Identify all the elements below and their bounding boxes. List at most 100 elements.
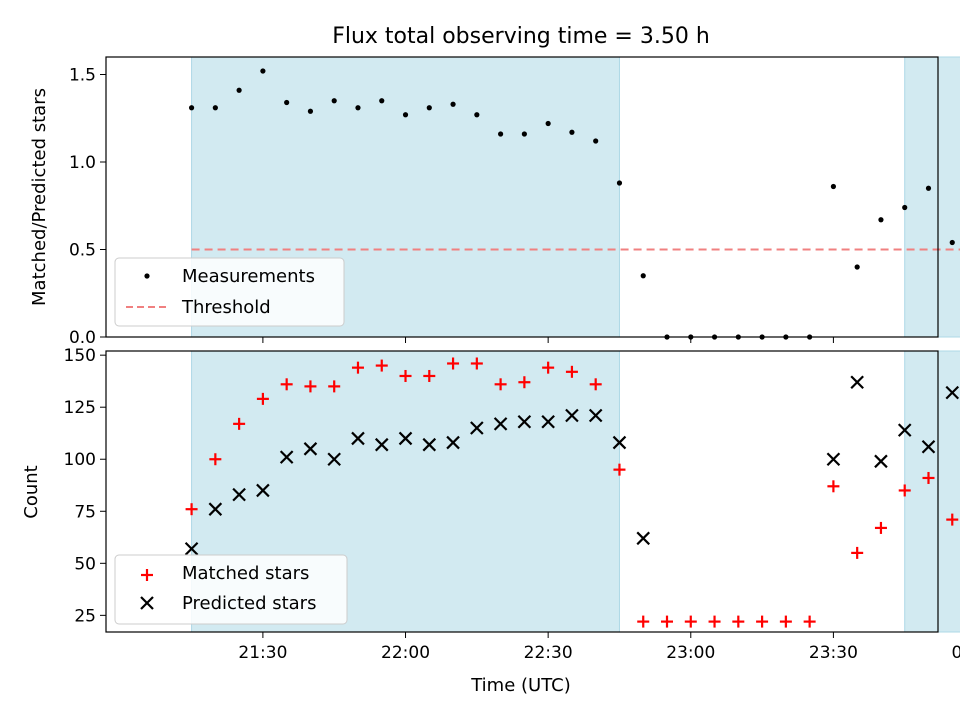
predicted-star-point bbox=[493, 417, 508, 431]
matched-star-point bbox=[756, 615, 769, 628]
measurement-point bbox=[925, 185, 932, 191]
predicted-star-point bbox=[588, 408, 603, 423]
predicted-star-point bbox=[565, 408, 579, 423]
x-tick-label: 00:00 bbox=[952, 643, 960, 663]
predicted-star-point bbox=[897, 423, 912, 437]
bottom-y-tick-label: 150 bbox=[64, 346, 96, 366]
matched-star-point bbox=[637, 615, 650, 628]
measurement-point bbox=[402, 112, 409, 118]
x-axis-label: Time (UTC) bbox=[470, 675, 571, 696]
x-tick-label: 23:00 bbox=[666, 643, 715, 663]
top-shaded-interval bbox=[904, 56, 960, 338]
matched-star-point bbox=[423, 369, 436, 382]
measurement-point bbox=[854, 264, 860, 270]
measurement-point bbox=[284, 99, 290, 106]
top-y-tick-label: 1.0 bbox=[69, 153, 96, 173]
measurement-point bbox=[640, 273, 646, 279]
figure-title: Flux total observing time = 3.50 h bbox=[332, 24, 710, 49]
predicted-star-point bbox=[945, 385, 960, 400]
bottom-x-ticks: 21:3022:0022:3023:0023:3000:0000:3001:00… bbox=[238, 632, 960, 663]
matched-star-point bbox=[708, 615, 721, 628]
predicted-star-point bbox=[208, 502, 223, 516]
matched-star-point bbox=[542, 361, 555, 374]
top-axes-frame bbox=[105, 56, 939, 338]
matched-star-point bbox=[565, 365, 578, 378]
legend-measurements-marker bbox=[144, 273, 150, 279]
bottom-panel: 25 50 75 100 125 150 21:30 22:00 22:30 23:00 23:3… bbox=[21, 346, 960, 696]
predicted-star-point bbox=[422, 437, 437, 452]
measurement-point bbox=[616, 180, 623, 186]
predicted-star-point bbox=[517, 414, 532, 429]
predicted-star-point bbox=[874, 454, 888, 469]
measurement-point bbox=[355, 105, 361, 111]
legend-measurements-label: Measurements bbox=[182, 266, 315, 287]
matched-star-point bbox=[518, 376, 531, 389]
predicted-star-point bbox=[327, 452, 341, 467]
bottom-legend-box bbox=[114, 554, 348, 625]
measurement-point bbox=[830, 183, 837, 190]
legend-matched-marker bbox=[141, 569, 153, 581]
top-y-tick-label: 0.0 bbox=[69, 328, 96, 348]
predicted-star-point bbox=[470, 421, 484, 435]
bottom-y-axis-label: Count bbox=[21, 465, 42, 518]
measurement-point bbox=[236, 87, 242, 93]
matched-star-point bbox=[280, 378, 293, 391]
measurement-point bbox=[569, 129, 575, 135]
predicted-star-point bbox=[303, 442, 318, 456]
x-tick-label: 21:30 bbox=[238, 643, 287, 663]
predicted-star-point bbox=[351, 431, 365, 446]
top-y-tick-label: 1.5 bbox=[69, 66, 96, 86]
matched-star-point bbox=[851, 546, 864, 559]
predicted-star-point bbox=[232, 487, 246, 502]
predicted-star-point bbox=[256, 483, 270, 498]
bottom-y-tick-label: 25 bbox=[74, 606, 96, 626]
x-tick-label: 22:30 bbox=[524, 643, 573, 663]
bottom-legend: Matched stars Predicted stars bbox=[114, 554, 348, 625]
predicted-star-point bbox=[279, 450, 294, 464]
predicted-star-point bbox=[826, 452, 841, 467]
top-y-ticks: 0.0 0.5 1.0 1.5 bbox=[69, 66, 106, 348]
bottom-y-tick-label: 100 bbox=[64, 450, 96, 470]
measurement-point bbox=[545, 120, 551, 127]
measurement-point bbox=[878, 217, 884, 223]
matched-star-point bbox=[351, 361, 364, 374]
predicted-star-point bbox=[541, 414, 555, 429]
legend-predicted-label: Predicted stars bbox=[182, 593, 316, 614]
top-legend: Measurements Threshold bbox=[114, 257, 345, 327]
matched-star-point bbox=[874, 521, 887, 534]
matched-star-point bbox=[328, 380, 341, 393]
measurement-point bbox=[521, 131, 527, 137]
matched-star-point bbox=[494, 378, 507, 391]
bottom-y-tick-label: 125 bbox=[64, 398, 96, 418]
matched-star-point bbox=[470, 357, 483, 370]
predicted-star-point bbox=[374, 437, 389, 452]
measurement-point bbox=[212, 105, 218, 111]
measurement-point bbox=[450, 101, 456, 107]
predicted-stars-series bbox=[184, 375, 960, 556]
measurement-point bbox=[379, 98, 385, 104]
matched-star-point bbox=[803, 615, 816, 628]
top-y-tick-label: 0.5 bbox=[69, 241, 96, 261]
legend-matched-label: Matched stars bbox=[182, 563, 309, 584]
measurement-point bbox=[426, 105, 432, 111]
measurement-point bbox=[949, 239, 955, 246]
matched-star-point bbox=[827, 480, 840, 493]
measurement-point bbox=[331, 98, 337, 104]
measurement-point bbox=[307, 108, 314, 114]
matched-star-point bbox=[779, 615, 792, 628]
matched-star-point bbox=[209, 453, 222, 466]
predicted-star-point bbox=[921, 439, 936, 454]
predicted-star-point bbox=[398, 431, 413, 446]
predicted-star-point bbox=[636, 531, 651, 546]
matched-star-point bbox=[922, 471, 935, 484]
bottom-y-tick-label: 50 bbox=[74, 554, 96, 574]
measurement-point bbox=[260, 68, 266, 74]
matched-star-point bbox=[399, 369, 412, 382]
matched-star-point bbox=[661, 615, 674, 628]
matched-star-point bbox=[946, 513, 959, 526]
matched-star-point bbox=[589, 378, 602, 391]
bottom-y-tick-label: 75 bbox=[74, 502, 96, 522]
top-panel: 0.0 0.5 1.0 1.5 Matched/Predicted stars Mea… bbox=[29, 56, 960, 348]
legend-threshold-label: Threshold bbox=[181, 297, 271, 318]
